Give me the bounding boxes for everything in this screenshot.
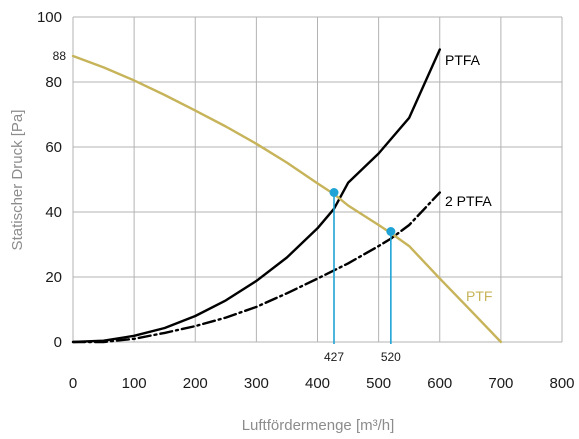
- axes: 0 100 200 300 400 500 600 700 800 0 20 40 60 80 100 88: [37, 9, 575, 392]
- y-tick-label: 100: [37, 9, 62, 26]
- x-axis-title: Luftfördermenge [m³/h]: [242, 417, 395, 434]
- y-axis-title: Statischer Druck [Pa]: [9, 110, 26, 251]
- y-tick-label: 80: [45, 74, 62, 91]
- series-layer: [71, 48, 503, 344]
- x-tick-label: 300: [244, 375, 269, 392]
- y-tick-label: 0: [54, 334, 62, 351]
- x-tick-label: 700: [488, 375, 513, 392]
- x-tick-label: 400: [305, 375, 330, 392]
- series-line-2-ptfa: [71, 191, 441, 344]
- y-tick-label: 60: [45, 139, 62, 156]
- x-tick-label: 800: [549, 375, 574, 392]
- y-tick-label: 40: [45, 204, 62, 221]
- series-label-2-ptfa: 2 PTFA: [445, 193, 492, 209]
- y-tick-label-88: 88: [53, 49, 67, 63]
- y-tick-label: 20: [45, 269, 62, 286]
- operating-point: [329, 188, 339, 197]
- operating-point-label: 427: [324, 350, 344, 364]
- series-line-ptf: [71, 54, 503, 344]
- x-tick-label: 200: [183, 375, 208, 392]
- grid: [72, 16, 563, 343]
- series-line-ptfa: [71, 48, 441, 344]
- labels: PTFA 2 PTFA PTF: [445, 52, 492, 304]
- series-label-ptfa: PTFA: [445, 52, 481, 68]
- x-tick-label: 600: [427, 375, 452, 392]
- x-tick-label: 500: [366, 375, 391, 392]
- series-label-ptf: PTF: [466, 288, 492, 304]
- operating-point-label: 520: [381, 350, 401, 364]
- x-tick-label: 100: [122, 375, 147, 392]
- x-tick-label: 0: [69, 375, 77, 392]
- operating-point: [386, 227, 396, 236]
- operating-points: 427 520: [324, 188, 401, 364]
